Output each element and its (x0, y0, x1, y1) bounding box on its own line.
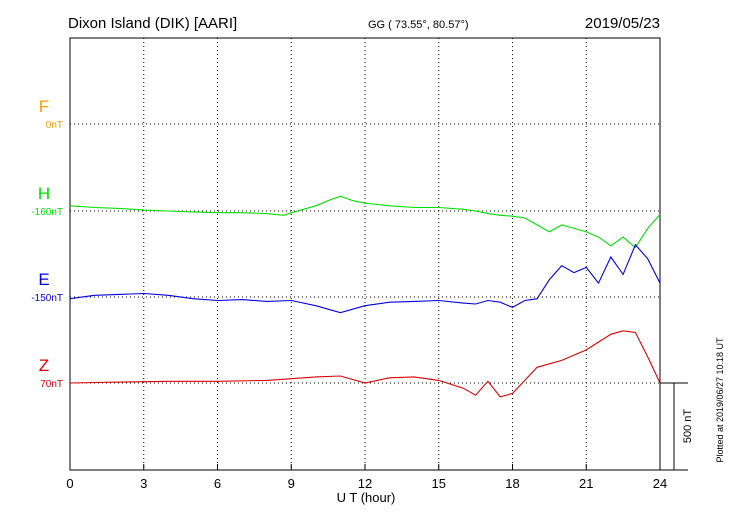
x-axis: 0 3 6 9 12 15 18 21 24 (66, 464, 667, 491)
x-tick-label: 12 (358, 476, 372, 491)
x-tick-label: 15 (432, 476, 446, 491)
station-title: Dixon Island (DIK) [AARI] (68, 15, 237, 32)
channel-baseline-h: -160nT (31, 207, 63, 218)
trace-e (69, 243, 661, 314)
trace-z (69, 330, 661, 398)
x-tick-label: 3 (140, 476, 147, 491)
channel-name-e: E (38, 270, 49, 289)
x-tick-label: 0 (66, 476, 73, 491)
date-label: 2019/05/23 (585, 15, 660, 32)
channel-name-z: Z (39, 356, 49, 375)
trace-h (69, 195, 661, 249)
channel-name-h: H (38, 184, 50, 203)
traces (69, 195, 661, 398)
coordinates-label: GG ( 73.55°, 80.57°) (368, 19, 469, 31)
x-tick-label: 6 (214, 476, 221, 491)
plotted-timestamp: Plotted at 2019/06/27 10:18 UT (715, 337, 725, 463)
x-tick-label: 9 (288, 476, 295, 491)
x-tick-label: 18 (505, 476, 519, 491)
x-tick-label: 24 (653, 476, 667, 491)
x-tick-label: 21 (579, 476, 593, 491)
channel-baseline-f: 0nT (46, 120, 63, 131)
channel-baseline-z: 70nT (40, 379, 63, 390)
channel-baseline-e: -150nT (31, 293, 63, 304)
channel-labels: F 0nT H -160nT E -150nT Z 70nT (31, 97, 63, 390)
channel-name-f: F (39, 97, 49, 116)
scale-bar-label: 500 nT (682, 409, 694, 444)
scale-bar: 500 nT (660, 382, 694, 471)
x-axis-label: U T (hour) (337, 490, 396, 505)
grid (70, 38, 660, 470)
